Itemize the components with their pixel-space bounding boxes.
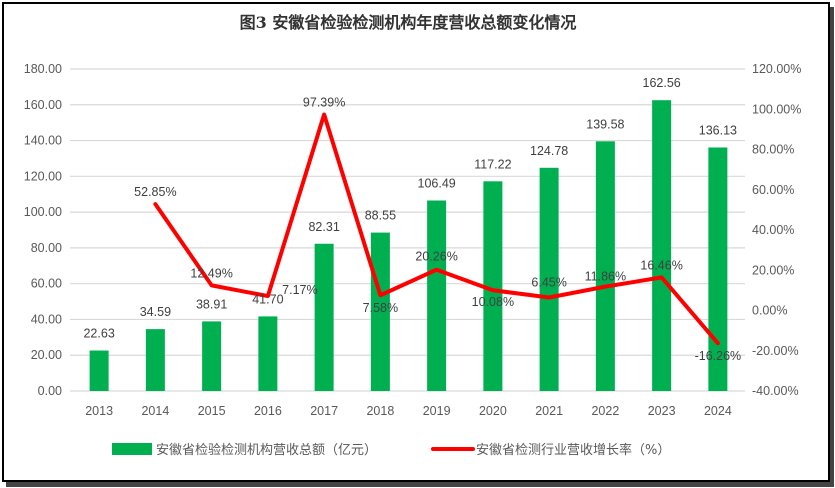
x-tick-label: 2020	[479, 404, 507, 418]
right-tick-label: 80.00%	[752, 143, 794, 157]
chart-title: 图3 安徽省检验检测机构年度营收总额变化情况	[240, 13, 577, 32]
left-tick-label: 80.00	[31, 241, 62, 255]
bar-data-label: 41.70	[252, 292, 283, 306]
bar	[483, 181, 503, 391]
bar-data-label: 22.63	[83, 327, 114, 341]
left-tick-label: 60.00	[31, 277, 62, 291]
right-tick-label: 60.00%	[752, 183, 794, 197]
bar-data-label: 117.22	[474, 157, 511, 171]
right-tick-label: 20.00%	[752, 263, 794, 277]
bar-data-label: 106.49	[418, 177, 456, 191]
line-data-label: 12.49%	[190, 266, 232, 280]
left-tick-label: 0.00	[38, 384, 62, 398]
line-data-label: 7.58%	[363, 301, 398, 315]
bar	[89, 350, 109, 391]
right-tick-label: 120.00%	[752, 62, 801, 76]
right-tick-label: 100.00%	[752, 102, 801, 116]
bar	[314, 243, 334, 391]
bar	[427, 200, 447, 391]
line-data-label: 10.08%	[472, 295, 514, 309]
x-tick-label: 2018	[366, 404, 394, 418]
left-tick-label: 160.00	[24, 98, 62, 112]
right-tick-label: 40.00%	[752, 223, 794, 237]
chart-frame	[2, 2, 830, 482]
x-tick-label: 2024	[704, 404, 732, 418]
x-tick-label: 2017	[310, 404, 338, 418]
line-data-label: 7.17%	[282, 283, 317, 297]
right-tick-label: -20.00%	[752, 344, 799, 358]
left-tick-label: 180.00	[24, 62, 62, 76]
left-tick-label: 100.00	[24, 205, 62, 219]
line-data-label: 11.86%	[585, 270, 626, 284]
bar-data-label: 34.59	[140, 305, 171, 319]
x-tick-label: 2022	[591, 404, 619, 418]
line-data-label: 20.26%	[415, 250, 457, 264]
right-tick-label: -40.00%	[752, 384, 799, 398]
line-data-label: 97.39%	[303, 96, 345, 110]
legend-bar-label: 安徽省检验检测机构营收总额（亿元）	[156, 442, 377, 458]
x-tick-label: 2015	[198, 404, 226, 418]
bar	[258, 316, 278, 391]
line-data-label: -16.26%	[695, 349, 742, 363]
x-tick-label: 2021	[535, 404, 563, 418]
x-tick-label: 2014	[141, 404, 169, 418]
bar-data-label: 38.91	[196, 297, 227, 311]
legend-bar-swatch	[112, 443, 152, 455]
bar-data-label: 139.58	[586, 117, 624, 131]
bar-data-label: 136.13	[699, 123, 737, 137]
bar	[202, 321, 222, 391]
left-tick-label: 140.00	[24, 134, 62, 148]
bar	[539, 167, 559, 391]
legend-line-label: 安徽省检测行业营收增长率（%）	[476, 442, 670, 458]
left-tick-label: 40.00	[31, 312, 62, 326]
line-data-label: 6.45%	[531, 276, 566, 290]
bar	[652, 100, 672, 392]
bar-data-label: 162.56	[643, 76, 681, 90]
x-tick-label: 2013	[85, 404, 113, 418]
x-tick-label: 2023	[648, 404, 676, 418]
bar	[595, 141, 615, 391]
bar	[708, 147, 728, 391]
bar-data-label: 124.78	[530, 144, 568, 158]
left-tick-label: 20.00	[31, 348, 62, 362]
line-data-label: 16.46%	[640, 258, 682, 272]
x-tick-label: 2019	[423, 404, 451, 418]
right-tick-label: 0.00%	[752, 304, 787, 318]
line-data-label: 52.85%	[134, 185, 176, 199]
bar	[145, 329, 165, 391]
legend: 安徽省检验检测机构营收总额（亿元） 安徽省检测行业营收增长率（%）	[112, 442, 670, 458]
bar-data-label: 82.31	[308, 220, 339, 234]
bar	[370, 232, 390, 391]
left-tick-label: 120.00	[24, 169, 62, 183]
bar-data-label: 88.55	[365, 209, 396, 223]
x-tick-label: 2016	[254, 404, 282, 418]
